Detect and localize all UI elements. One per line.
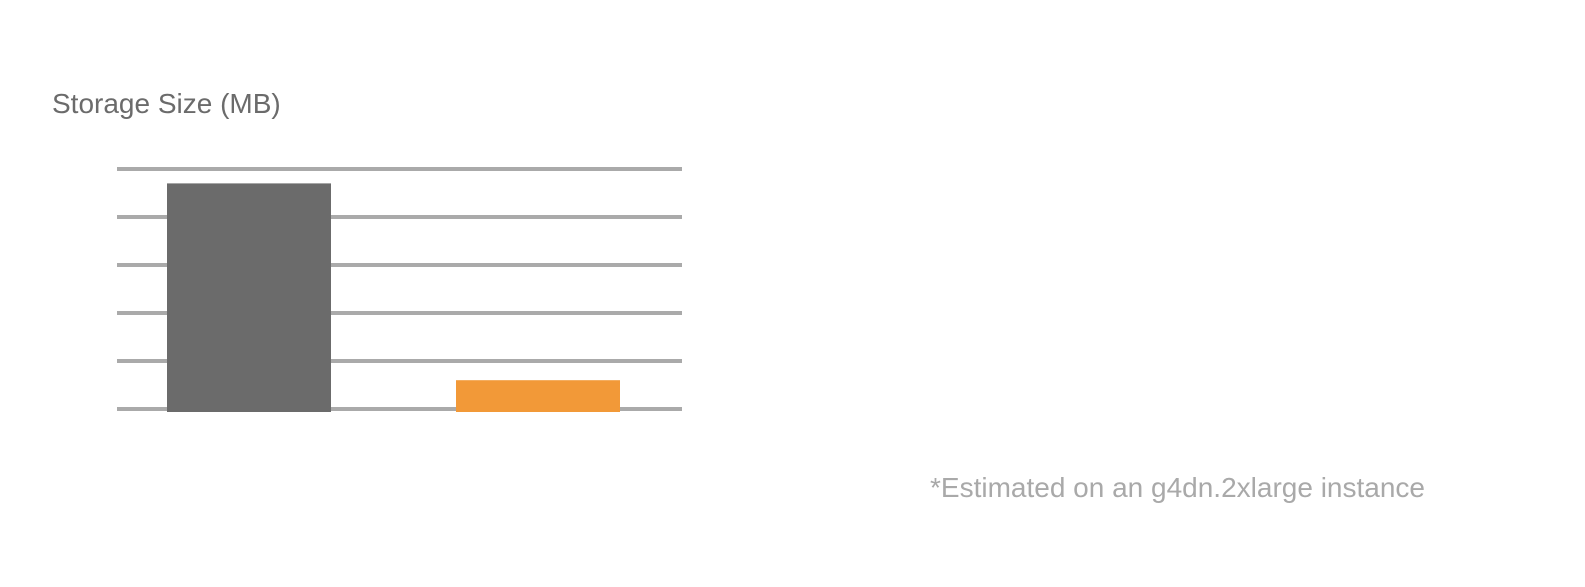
bar-1	[167, 183, 331, 412]
footnote: *Estimated on an g4dn.2xlarge instance	[930, 472, 1425, 503]
bars	[167, 183, 620, 412]
bar-2	[456, 380, 620, 412]
chart-title: Storage Size (MB)	[52, 88, 281, 119]
